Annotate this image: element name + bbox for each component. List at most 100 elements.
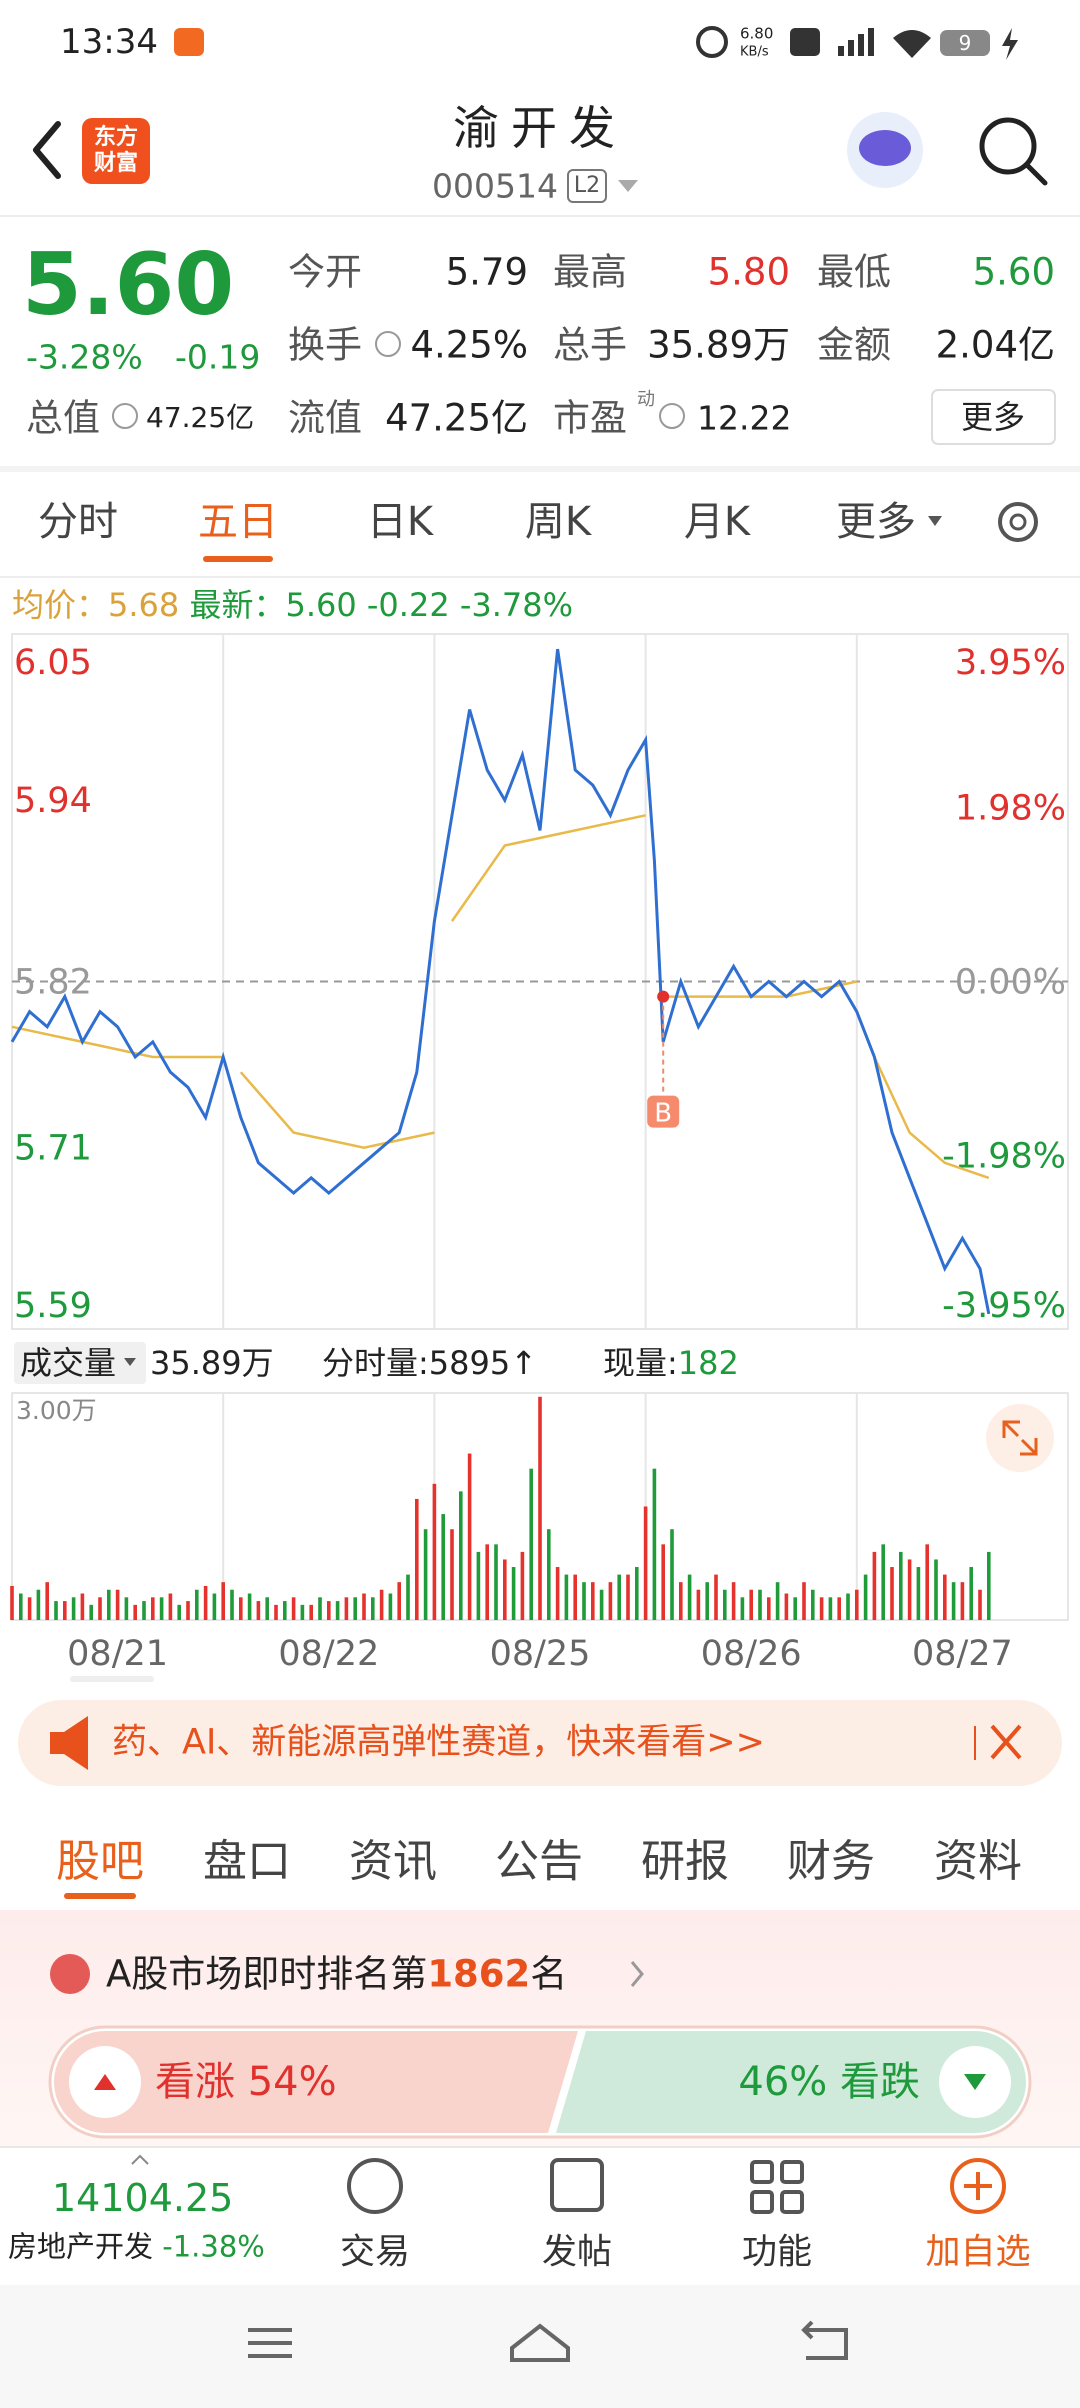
index-value[interactable]: 14104.25 [52,2176,234,2220]
expand-icon [1002,1420,1038,1456]
tab[interactable]: 周K [524,499,592,545]
up-triangle [94,2074,116,2090]
section-tab[interactable]: 公告 [495,1836,583,1887]
section-tab[interactable]: 财务 [787,1836,875,1887]
stat-label: 市盈 [553,396,627,440]
volume-bar [758,1589,762,1620]
sector-name: 房地产开发 [8,2229,154,2264]
volume-bar [723,1589,727,1620]
volume-bar [124,1597,129,1620]
tab[interactable]: 分时 [38,499,118,545]
post-icon [550,2158,604,2212]
back-button[interactable] [33,121,61,179]
more-button[interactable] [931,389,1056,445]
volume-bar [617,1574,621,1620]
volume-bar [406,1574,410,1620]
volume-bar [643,1506,648,1620]
settings-button[interactable] [998,502,1038,542]
expand-button[interactable] [986,1404,1054,1472]
x-tick-label: 08/22 [278,1634,379,1674]
volume-bar [890,1567,894,1620]
rank-prefix: A股市场即时排名第 [106,1952,428,1996]
vote-down-pct: 46% [738,2059,828,2105]
volume-bar [327,1601,331,1620]
alarm-icon [696,26,728,58]
volume-bar [529,1468,533,1620]
rank-arrow[interactable] [630,1961,644,1987]
volume-bar [784,1593,789,1620]
banner[interactable] [18,1700,1062,1786]
banner-close[interactable] [990,1724,1022,1760]
search-button[interactable] [979,117,1037,175]
volume-bar [256,1601,261,1620]
net-speed-unit: KB/s [740,44,769,60]
stat-value: 47.25亿 [146,401,255,434]
volume-bar [687,1574,692,1620]
volume-bar [212,1593,217,1620]
level-badge [567,169,607,203]
action[interactable]: 发帖 [541,2232,613,2273]
volume-bar [626,1574,630,1620]
more-dropdown[interactable] [928,516,942,526]
vote-down[interactable]: 46% 看跌 [738,2062,920,2102]
tab-active[interactable]: 五日 [198,499,278,545]
y-tick-label: 5.94 [14,781,92,821]
volume-bar [371,1597,375,1620]
info-line: 均价：5.68 最新：5.60 -0.22 -3.78% [12,589,573,621]
trade-icon [347,2158,403,2214]
price-line [10,648,991,1315]
code-dropdown[interactable] [618,180,638,192]
stat-value: 5.80 [707,250,790,294]
section-tab[interactable]: 研报 [641,1836,729,1887]
marker-label: B [654,1099,672,1129]
vote-up[interactable]: 看涨 54% [155,2062,337,2102]
current-volume-label: 现量: [603,1344,678,1382]
section-tab[interactable]: 资料 [934,1836,1022,1887]
volume-bar [344,1597,349,1620]
action[interactable]: 交易 [339,2232,411,2273]
volume-bar [221,1582,225,1620]
tab[interactable]: 更多 [836,499,916,545]
section-tab-active[interactable]: 股吧 [56,1836,144,1887]
info-icon [375,331,401,357]
sector[interactable]: 房地产开发 -1.38% [8,2229,265,2264]
battery-icon [940,30,990,56]
stat-value: 35.89万 [647,323,790,367]
home-button[interactable] [510,2323,570,2362]
scroll-track [70,1676,154,1682]
section-tab[interactable]: 资讯 [349,1836,437,1887]
action[interactable]: 功能 [741,2232,813,2273]
tab[interactable]: 月K [683,499,751,545]
volume-bar [362,1593,366,1620]
search-handle [1024,162,1048,186]
volume-label[interactable]: 成交量 [20,1344,117,1382]
charging-icon [1002,28,1018,60]
volume-bar [353,1597,357,1620]
app-logo [82,118,150,184]
more-button-label[interactable]: 更多 [960,398,1026,436]
y-tick-label: 5.82 [14,963,92,1003]
hd-icon [790,28,820,56]
volume-selector[interactable] [14,1342,146,1384]
volume-bar [309,1604,313,1620]
volume-bar [230,1589,234,1620]
menu-button[interactable] [248,2328,292,2358]
action-add[interactable]: 加自选 [925,2232,1031,2273]
volume-bar [599,1589,604,1620]
volume-bar [335,1601,340,1620]
volume-bar [450,1529,454,1620]
volume-bar [379,1589,384,1620]
section-tab[interactable]: 盘口 [203,1836,291,1887]
volume-bar [916,1567,921,1620]
volume-bar [10,1585,14,1620]
charts: 6.055.945.825.715.593.95%1.98%0.00%-1.98… [10,634,1068,1674]
volume-bar [63,1601,67,1620]
back-nav-button[interactable] [801,2320,848,2360]
banner-text[interactable]: 药、AI、新能源高弹性赛道，快来看看>> [112,1722,765,1763]
index-toggle[interactable] [131,2154,149,2165]
wifi-icon [893,30,931,58]
divider [0,466,1080,472]
tab[interactable]: 日K [366,499,434,545]
rank-text[interactable]: A股市场即时排名第1862名 [106,1956,567,1993]
x-tick-label: 08/25 [490,1634,591,1674]
